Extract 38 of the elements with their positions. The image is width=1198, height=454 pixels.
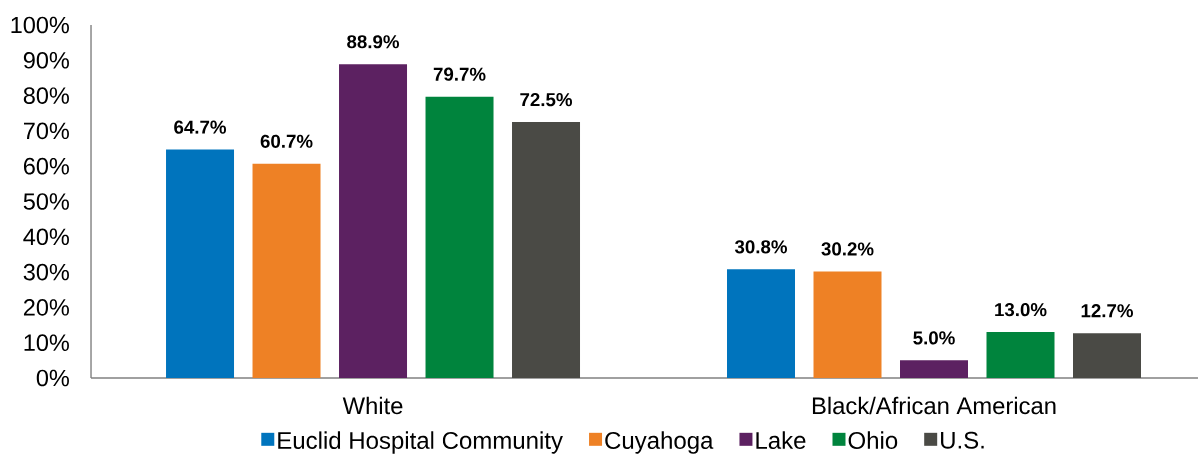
- data-label: 30.2%: [821, 242, 874, 256]
- y-tick-label: 40%: [23, 228, 69, 246]
- legend-label: U.S.: [941, 431, 984, 449]
- data-label: 12.7%: [1081, 304, 1133, 318]
- legend-label: Euclid Hospital Community: [278, 431, 563, 454]
- y-tick-label: 20%: [23, 299, 69, 316]
- data-label: 13.0%: [995, 303, 1047, 317]
- bar: [727, 269, 796, 378]
- y-tick-label: 80%: [23, 87, 69, 104]
- x-tick-label: Black/African American: [812, 396, 1056, 415]
- data-label: 64.7%: [174, 120, 227, 134]
- bar: [512, 122, 581, 378]
- bar: [252, 163, 321, 378]
- y-tick-label: 10%: [24, 334, 69, 352]
- bar: [166, 149, 235, 378]
- bar: [339, 64, 408, 378]
- data-label: 79.7%: [433, 67, 486, 81]
- data-label: 30.8%: [734, 240, 788, 254]
- data-label: 60.7%: [260, 134, 313, 148]
- y-tick-label: 60%: [23, 157, 69, 175]
- bar: [900, 360, 968, 378]
- bar: [813, 271, 882, 378]
- bar: [425, 96, 494, 378]
- data-label: 5.0%: [913, 331, 955, 345]
- y-tick-label: 0%: [36, 369, 69, 387]
- bar: [1073, 333, 1141, 378]
- data-label: 88.9%: [347, 35, 400, 49]
- data-label: 72.5%: [520, 93, 573, 107]
- y-tick-label: 100%: [11, 16, 69, 34]
- y-tick-label: 50%: [23, 193, 69, 210]
- legend-label: Ohio: [848, 431, 898, 449]
- x-tick-label: White: [342, 396, 403, 415]
- y-tick-label: 70%: [23, 122, 69, 140]
- legend-label: Lake: [756, 431, 806, 449]
- y-tick-label: 30%: [23, 263, 69, 281]
- bar: [986, 332, 1055, 378]
- legend-label: Cuyahoga: [605, 431, 714, 454]
- y-tick-label: 90%: [23, 51, 69, 69]
